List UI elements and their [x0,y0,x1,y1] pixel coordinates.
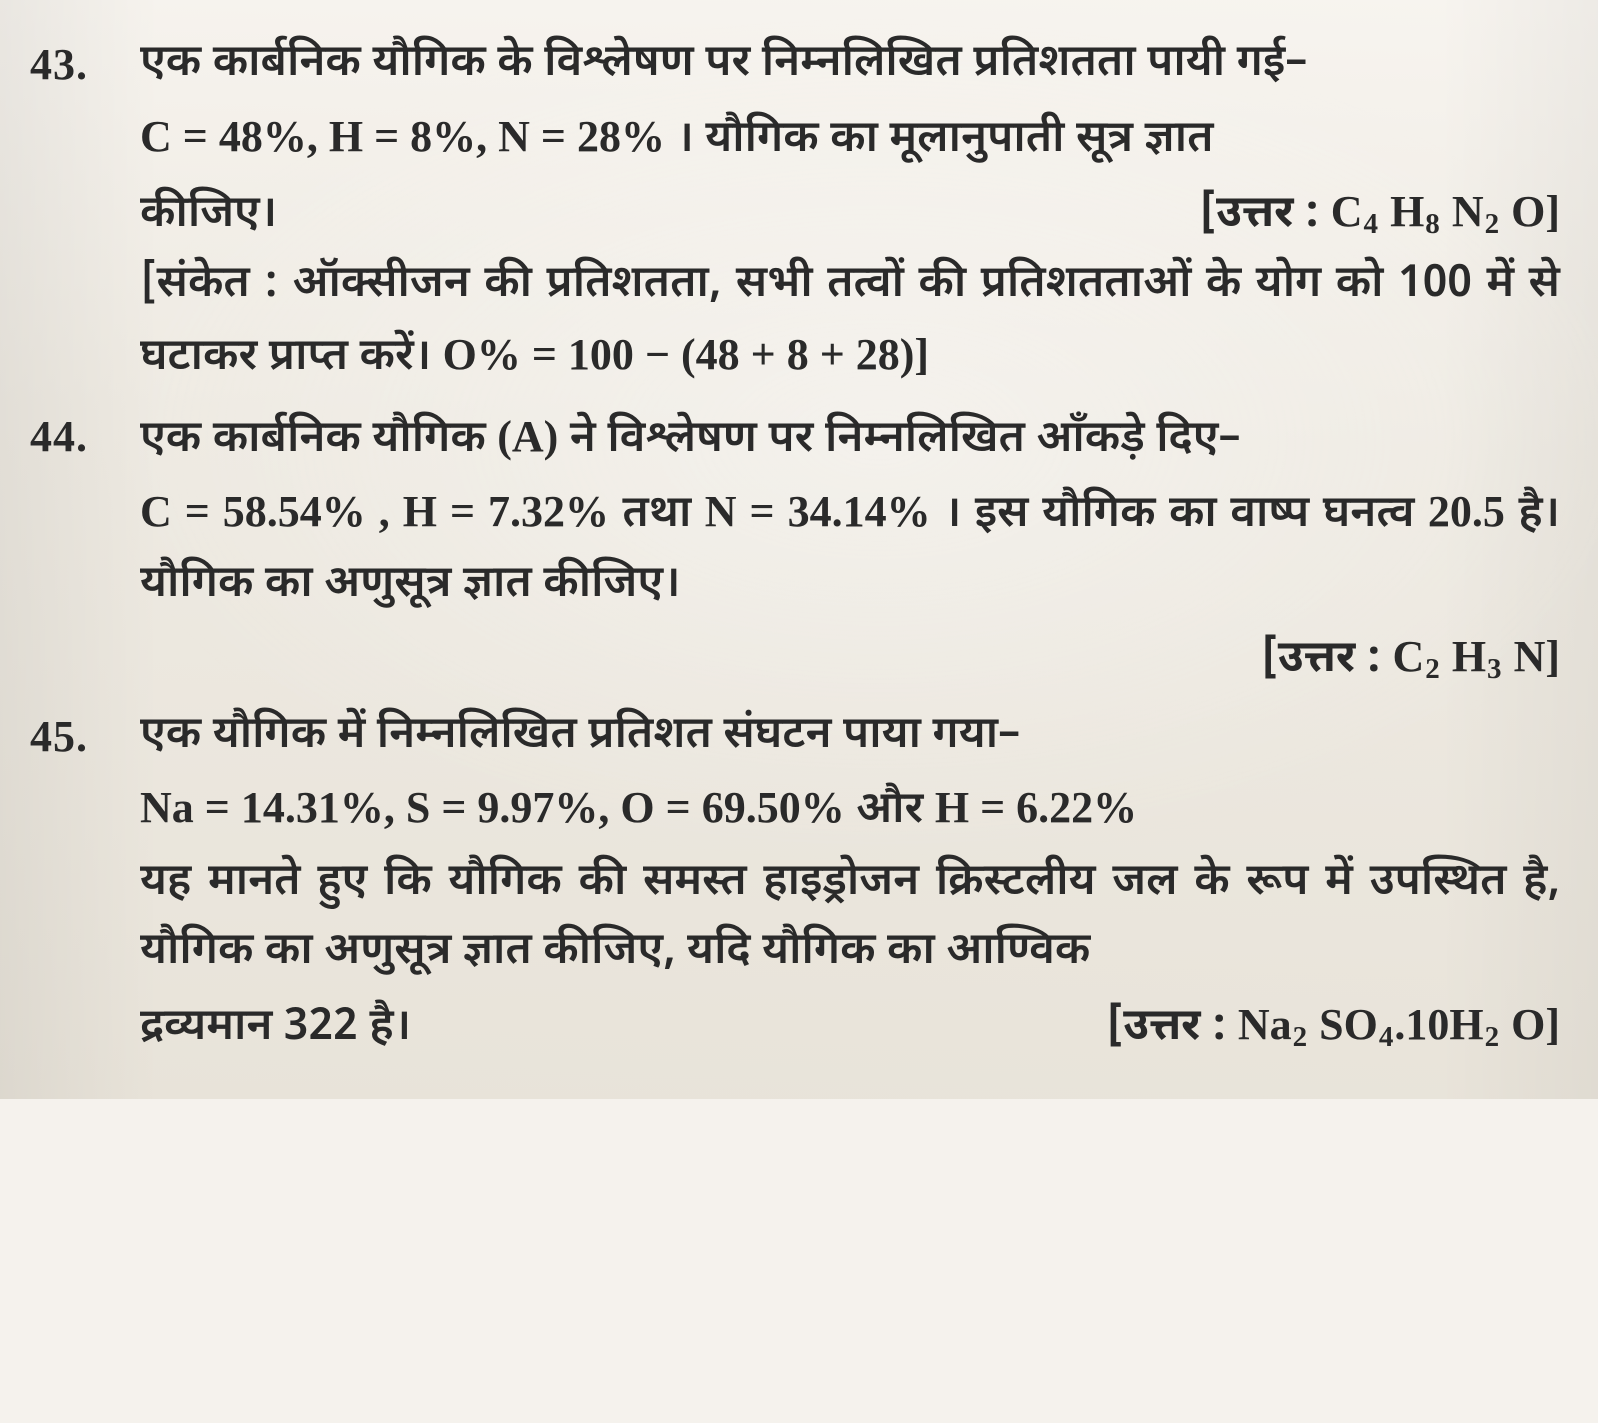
q43-answer-left: कीजिए। [140,181,277,251]
question-number: 44. [30,402,140,472]
question-45: 45. एक यौगिक में निम्नलिखित प्रतिशत संघट… [30,702,1560,1064]
q44-formula: C2 H3 N] [1393,632,1560,681]
question-number: 45. [30,702,140,772]
q43-line2: C = 48%, H = 8%, N = 28% । यौगिक का मूला… [140,102,1560,176]
question-43: 43. एक कार्बनिक यौगिक के विश्लेषण पर निम… [30,30,1560,396]
q43-line1: एक कार्बनिक यौगिक के विश्लेषण पर निम्नलि… [140,30,1560,100]
q44-answer: [उत्तर : C2 H3 N] [1261,622,1560,696]
q44-line2: C = 58.54% , H = 7.32% तथा N = 34.14% । … [140,477,1560,620]
q43-hint: [संकेत : ऑक्सीजन की प्रतिशतता, सभी तत्वो… [140,251,1560,394]
question-body: एक कार्बनिक यौगिक (A) ने विश्लेषण पर निम… [140,402,1560,696]
q45-answer-row: द्रव्यमान 322 है। [उत्तर : Na2 SO4.10H2 … [140,990,1560,1064]
q45-answer: [उत्तर : Na2 SO4.10H2 O] [1106,990,1560,1064]
q45-formula: Na2 SO4.10H2 O] [1238,1000,1560,1049]
question-number: 43. [30,30,140,100]
q43-answer-row: कीजिए। [उत्तर : C4 H8 N2 O] [140,177,1560,251]
question-body: एक यौगिक में निम्नलिखित प्रतिशत संघटन पा… [140,702,1560,1064]
q43-formula: C4 H8 N2 O] [1331,187,1560,236]
q44-line1: एक कार्बनिक यौगिक (A) ने विश्लेषण पर निम… [140,402,1560,476]
question-44: 44. एक कार्बनिक यौगिक (A) ने विश्लेषण पर… [30,402,1560,696]
question-body: एक कार्बनिक यौगिक के विश्लेषण पर निम्नलि… [140,30,1560,396]
q45-line2: Na = 14.31%, S = 9.97%, O = 69.50% और H … [140,773,1560,847]
q45-line3: यह मानते हुए कि यौगिक की समस्त हाइड्रोजन… [140,849,1560,988]
q45-line1: एक यौगिक में निम्नलिखित प्रतिशत संघटन पा… [140,702,1560,772]
textbook-page: 43. एक कार्बनिक यौगिक के विश्लेषण पर निम… [0,0,1598,1099]
q45-answer-left: द्रव्यमान 322 है। [140,994,411,1064]
q43-answer: [उत्तर : C4 H8 N2 O] [1199,177,1560,251]
q44-answer-row: [उत्तर : C2 H3 N] [140,622,1560,696]
